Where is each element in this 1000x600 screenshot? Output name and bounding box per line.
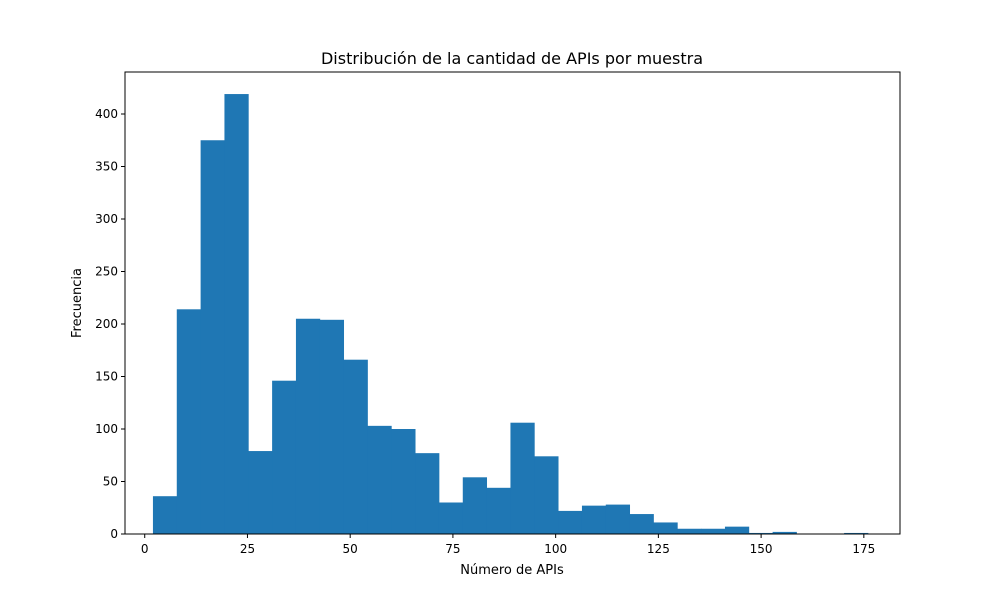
- histogram-bar: [558, 510, 583, 534]
- y-tick-label: 400: [95, 107, 118, 121]
- y-tick-label: 100: [95, 422, 118, 436]
- y-tick-label: 50: [103, 475, 118, 489]
- y-tick-label: 350: [95, 160, 118, 174]
- x-tick-label: 75: [445, 542, 460, 556]
- histogram-bar: [248, 451, 273, 534]
- x-tick-label: 150: [750, 542, 773, 556]
- histogram-bar: [772, 531, 797, 534]
- histogram-bar: [343, 359, 368, 534]
- histogram-bar: [629, 514, 654, 534]
- histogram-bar: [438, 502, 464, 534]
- histogram-bar: [224, 94, 249, 535]
- histogram-bar: [295, 318, 321, 534]
- x-tick-label: 125: [647, 542, 670, 556]
- x-axis-ticks: 0 25 50 75 100 125 150 175: [141, 534, 875, 556]
- chart-title: Distribución de la cantidad de APIs por …: [321, 49, 703, 68]
- x-tick-label: 25: [240, 542, 255, 556]
- histogram-bar: [391, 429, 416, 534]
- histogram-bar: [200, 140, 225, 534]
- histogram-bar: [486, 487, 511, 534]
- histogram-bar: [748, 532, 774, 534]
- histogram-bar: [152, 496, 178, 534]
- y-axis-label: Frecuencia: [70, 268, 85, 338]
- histogram-bar: [415, 453, 440, 534]
- x-tick-label: 50: [343, 542, 358, 556]
- y-axis-ticks: 0 50 100 150 200 250 300 350 400: [95, 107, 125, 541]
- histogram-bar: [510, 422, 535, 534]
- histogram-bar: [605, 504, 631, 534]
- y-tick-label: 0: [110, 527, 118, 541]
- y-tick-label: 150: [95, 370, 118, 384]
- histogram-bar: [677, 528, 702, 534]
- histogram-bar: [462, 477, 488, 534]
- x-tick-label: 0: [141, 542, 149, 556]
- y-tick-label: 250: [95, 265, 118, 279]
- histogram-bar: [701, 528, 726, 534]
- y-tick-label: 300: [95, 212, 118, 226]
- histogram-bar: [176, 309, 202, 534]
- histogram-bar: [319, 319, 345, 534]
- plot-frame: [124, 71, 901, 535]
- x-axis-label: Número de APIs: [460, 563, 564, 578]
- histogram-bar: [581, 505, 607, 534]
- y-tick-label: 200: [95, 317, 118, 331]
- bars-group: [152, 94, 869, 535]
- histogram-bar: [653, 522, 678, 534]
- histogram-bar: [367, 425, 392, 534]
- histogram-bar: [272, 380, 297, 534]
- x-tick-label: 175: [852, 542, 875, 556]
- histogram-bar: [844, 532, 869, 534]
- histogram-bar: [724, 526, 750, 534]
- histogram-bar: [534, 456, 559, 534]
- x-tick-label: 100: [544, 542, 567, 556]
